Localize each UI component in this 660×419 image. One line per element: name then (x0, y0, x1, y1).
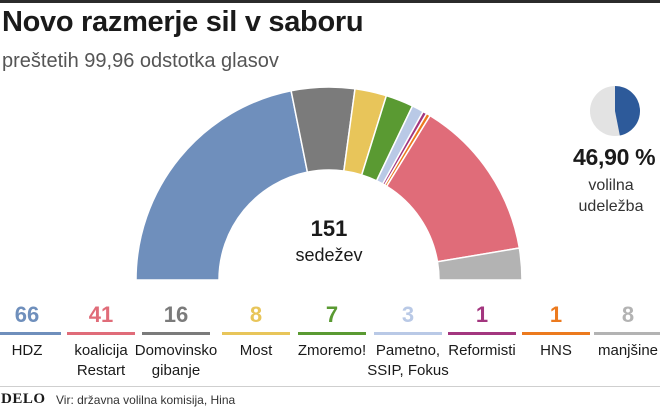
seat-segment-hdz (135, 89, 309, 281)
legend-value: 66 (14, 302, 40, 327)
turnout-label: volilna udeležba (566, 175, 656, 217)
top-rule (0, 0, 660, 3)
legend-label: koalicija (74, 342, 128, 359)
seats-label: sedežev (295, 245, 362, 265)
legend-value: 7 (325, 302, 339, 327)
publisher-logo: DELO (1, 391, 46, 407)
legend-item-zmoremo: 7 Zmoremo! (290, 303, 374, 361)
legend-item-restart: 41 koalicija Restart (59, 303, 143, 381)
legend-swatch (448, 332, 516, 335)
legend-item-reformisti: 1 Reformisti (440, 303, 524, 361)
legend-item-pametno-ssip-fokus: 3 Pametno, SSIP, Fokus (366, 303, 450, 381)
turnout-label-line1: volilna (588, 177, 634, 194)
turnout-pie (590, 86, 640, 136)
legend-item-most: 8 Most (214, 303, 298, 361)
turnout-percent: 46,90 % (573, 144, 656, 170)
legend-item-hns: 1 HNS (514, 303, 598, 361)
legend-item-manjsine: 8 manjšine (586, 303, 660, 361)
turnout-pie-slice (615, 86, 640, 136)
legend-item-domovinsko-gibanje: 16 Domovinsko gibanje (134, 303, 218, 381)
legend-label: manjšine (597, 342, 659, 359)
legend-label-2: Restart (76, 362, 126, 379)
legend-swatch (67, 332, 135, 335)
legend-item-hdz: 66 HDZ (0, 303, 69, 361)
footer-rule (0, 386, 660, 387)
legend-label: Domovinsko (134, 342, 218, 359)
legend-swatch (222, 332, 290, 335)
legend-value: 8 (249, 302, 263, 327)
legend-value: 8 (621, 302, 635, 327)
legend-swatch (0, 332, 61, 335)
legend-swatch (594, 332, 660, 335)
seat-segment-manj-ine (436, 247, 523, 281)
legend-value: 16 (163, 302, 189, 327)
legend-value: 1 (475, 302, 489, 327)
legend-label: Zmoremo! (297, 342, 367, 359)
seats-total: 151 (311, 216, 348, 241)
legend-swatch (142, 332, 210, 335)
legend-swatch (522, 332, 590, 335)
chart-subtitle: preštetih 99,96 odstotka glasov (2, 50, 279, 72)
legend-label: Most (239, 342, 273, 359)
legend-value: 3 (401, 302, 415, 327)
legend-value: 41 (88, 302, 114, 327)
legend-label-2: gibanje (151, 362, 201, 379)
legend-value: 1 (549, 302, 563, 327)
seat-arc (135, 86, 523, 281)
legend-swatch (298, 332, 366, 335)
legend-label: Pametno, (375, 342, 441, 359)
legend-label: HNS (540, 342, 572, 359)
legend-swatch (374, 332, 442, 335)
turnout-label-line2: udeležba (578, 198, 644, 215)
legend-label-2: SSIP, Fokus (367, 362, 449, 379)
chart-title: Novo razmerje sil v saboru (2, 6, 364, 38)
legend-label: Reformisti (448, 342, 516, 359)
legend-label: HDZ (11, 342, 43, 359)
source-note: Vir: državna volilna komisija, Hina (56, 393, 236, 407)
